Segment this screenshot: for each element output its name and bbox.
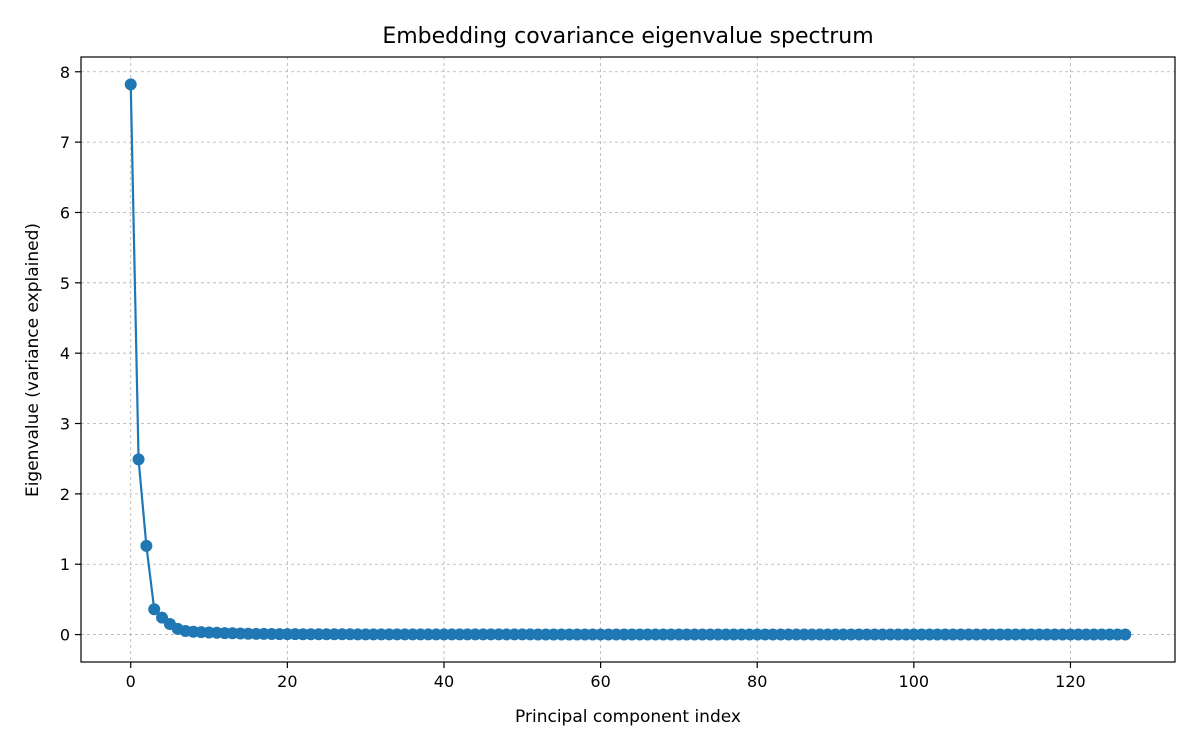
series-line [129, 84, 1126, 636]
x-axis: 0 20 40 60 80 100 120 [126, 662, 1086, 691]
plot-frame [80, 56, 1176, 663]
y-tick-label: 6 [60, 203, 70, 222]
y-tick-label: 3 [60, 415, 70, 434]
chart-title: Embedding covariance eigenvalue spectrum [382, 24, 873, 49]
data-point [1119, 628, 1132, 641]
y-axis-label: Eigenvalue (variance explained) [23, 223, 43, 497]
y-tick-label: 4 [60, 344, 70, 363]
y-axis: 0 1 2 3 4 5 6 7 8 [60, 63, 81, 645]
x-tick-label: 120 [1055, 672, 1086, 691]
y-tick-label: 8 [60, 63, 70, 82]
x-tick-label: 80 [747, 672, 767, 691]
x-tick-label: 100 [899, 672, 930, 691]
x-tick-label: 40 [434, 672, 454, 691]
data-point [132, 453, 145, 466]
data-point [124, 78, 137, 91]
y-tick-label: 2 [60, 485, 70, 504]
y-tick-label: 0 [60, 626, 70, 645]
grid [81, 57, 1175, 662]
data-point [140, 539, 153, 552]
series-markers [124, 78, 1132, 641]
y-tick-label: 7 [60, 133, 70, 152]
y-tick-label: 1 [60, 555, 70, 574]
x-tick-label: 60 [590, 672, 610, 691]
y-tick-label: 5 [60, 274, 70, 293]
series-line-path [129, 84, 1126, 636]
data-point [148, 603, 161, 616]
x-tick-label: 0 [126, 672, 136, 691]
x-axis-label: Principal component index [515, 707, 741, 727]
x-tick-label: 20 [277, 672, 297, 691]
